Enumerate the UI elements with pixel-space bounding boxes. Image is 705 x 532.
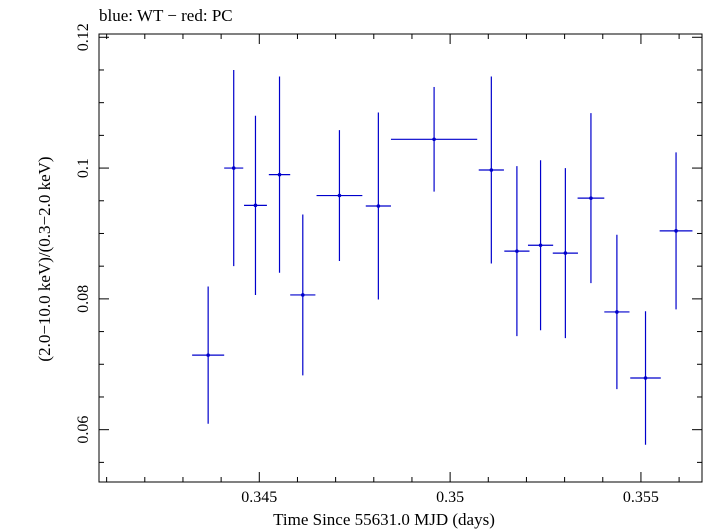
x-tick-label: 0.355 <box>623 489 659 506</box>
x-axis-label: Time Since 55631.0 MJD (days) <box>273 510 495 529</box>
point-marker <box>589 196 593 200</box>
point-marker <box>206 353 210 357</box>
point-marker <box>277 172 282 177</box>
point-marker <box>337 193 342 198</box>
data-point <box>630 311 661 445</box>
data-point <box>504 166 530 337</box>
point-marker <box>432 137 436 142</box>
chart-title: blue: WT − red: PC <box>99 6 233 25</box>
plot-frame <box>98 33 703 483</box>
data-point <box>192 286 225 424</box>
data-points <box>192 69 693 445</box>
point-marker <box>515 249 519 253</box>
data-point <box>577 113 605 284</box>
point-marker <box>615 310 619 314</box>
y-axis-ticks: 0.06 0.08 0.1 0.12 <box>75 23 702 463</box>
point-marker <box>674 229 678 233</box>
data-point <box>268 76 291 273</box>
data-point <box>478 76 504 264</box>
point-marker <box>253 203 258 208</box>
y-axis-label: (2.0−10.0 keV)/(0.3−2.0 keV) <box>35 156 54 361</box>
data-point <box>659 152 693 310</box>
data-point <box>604 234 630 390</box>
y-tick-label: 0.12 <box>75 23 92 51</box>
point-marker <box>300 293 305 297</box>
y-tick-label: 0.06 <box>75 416 92 444</box>
x-axis-ticks: 0.345 0.35 0.355 <box>106 34 680 506</box>
point-marker <box>489 168 494 172</box>
data-point <box>224 69 244 267</box>
point-marker <box>643 376 648 380</box>
point-marker <box>538 243 543 248</box>
data-point <box>244 115 267 295</box>
data-point <box>552 168 578 339</box>
data-point <box>290 214 316 376</box>
data-point <box>316 130 363 261</box>
x-tick-label: 0.345 <box>241 489 277 506</box>
x-tick-label: 0.35 <box>436 489 464 506</box>
point-marker <box>563 251 568 255</box>
y-tick-label: 0.08 <box>75 285 92 313</box>
data-point <box>390 86 478 192</box>
point-marker <box>231 166 236 170</box>
data-point <box>527 160 554 331</box>
data-point <box>365 112 391 300</box>
y-tick-label: 0.1 <box>75 158 92 178</box>
point-marker <box>376 204 381 208</box>
